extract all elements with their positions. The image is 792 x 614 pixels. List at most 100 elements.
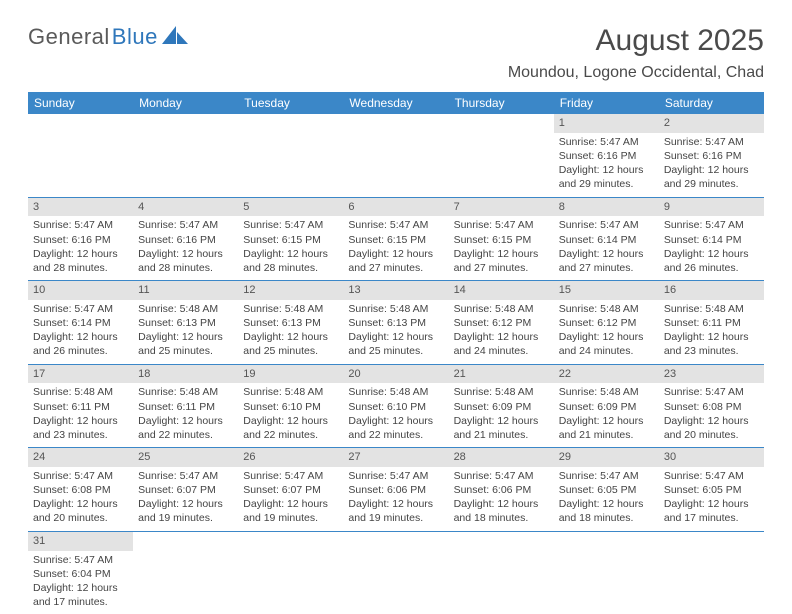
day-header: Wednesday xyxy=(343,92,448,114)
sunrise-text: Sunrise: 5:48 AM xyxy=(454,385,549,399)
day-body: Sunrise: 5:47 AMSunset: 6:05 PMDaylight:… xyxy=(659,467,764,531)
sunset-text: Sunset: 6:05 PM xyxy=(559,483,654,497)
sunrise-text: Sunrise: 5:47 AM xyxy=(664,385,759,399)
week-row: 10Sunrise: 5:47 AMSunset: 6:14 PMDayligh… xyxy=(28,281,764,365)
day-body: Sunrise: 5:47 AMSunset: 6:06 PMDaylight:… xyxy=(449,467,554,531)
day-number: 8 xyxy=(554,198,659,217)
day-cell: 6Sunrise: 5:47 AMSunset: 6:15 PMDaylight… xyxy=(343,197,448,281)
day-cell xyxy=(343,114,448,197)
day-number: 7 xyxy=(449,198,554,217)
sunset-text: Sunset: 6:08 PM xyxy=(33,483,128,497)
day-number: 11 xyxy=(133,281,238,300)
sunrise-text: Sunrise: 5:47 AM xyxy=(243,469,338,483)
day-body: Sunrise: 5:47 AMSunset: 6:15 PMDaylight:… xyxy=(343,216,448,280)
day-body: Sunrise: 5:48 AMSunset: 6:11 PMDaylight:… xyxy=(659,300,764,364)
day-number: 5 xyxy=(238,198,343,217)
sunrise-text: Sunrise: 5:47 AM xyxy=(664,135,759,149)
day-body xyxy=(449,536,554,584)
day-body xyxy=(554,536,659,584)
daylight-text: Daylight: 12 hours and 25 minutes. xyxy=(348,330,443,358)
day-body xyxy=(133,536,238,584)
day-cell xyxy=(28,114,133,197)
sunset-text: Sunset: 6:12 PM xyxy=(559,316,654,330)
daylight-text: Daylight: 12 hours and 18 minutes. xyxy=(454,497,549,525)
day-header: Tuesday xyxy=(238,92,343,114)
sunrise-text: Sunrise: 5:48 AM xyxy=(138,385,233,399)
day-header: Saturday xyxy=(659,92,764,114)
daylight-text: Daylight: 12 hours and 24 minutes. xyxy=(454,330,549,358)
sunrise-text: Sunrise: 5:48 AM xyxy=(559,385,654,399)
day-body: Sunrise: 5:48 AMSunset: 6:11 PMDaylight:… xyxy=(28,383,133,447)
day-number: 6 xyxy=(343,198,448,217)
day-body xyxy=(659,536,764,584)
day-cell: 27Sunrise: 5:47 AMSunset: 6:06 PMDayligh… xyxy=(343,448,448,532)
sunrise-text: Sunrise: 5:48 AM xyxy=(664,302,759,316)
daylight-text: Daylight: 12 hours and 23 minutes. xyxy=(664,330,759,358)
daylight-text: Daylight: 12 hours and 20 minutes. xyxy=(664,414,759,442)
sunset-text: Sunset: 6:06 PM xyxy=(348,483,443,497)
day-cell: 14Sunrise: 5:48 AMSunset: 6:12 PMDayligh… xyxy=(449,281,554,365)
day-number: 13 xyxy=(343,281,448,300)
sunrise-text: Sunrise: 5:47 AM xyxy=(348,218,443,232)
day-cell xyxy=(343,531,448,614)
daylight-text: Daylight: 12 hours and 25 minutes. xyxy=(138,330,233,358)
daylight-text: Daylight: 12 hours and 26 minutes. xyxy=(664,247,759,275)
sunrise-text: Sunrise: 5:47 AM xyxy=(454,469,549,483)
day-number: 27 xyxy=(343,448,448,467)
daylight-text: Daylight: 12 hours and 26 minutes. xyxy=(33,330,128,358)
day-cell: 9Sunrise: 5:47 AMSunset: 6:14 PMDaylight… xyxy=(659,197,764,281)
daylight-text: Daylight: 12 hours and 27 minutes. xyxy=(454,247,549,275)
day-number: 4 xyxy=(133,198,238,217)
day-body xyxy=(133,118,238,166)
daylight-text: Daylight: 12 hours and 22 minutes. xyxy=(138,414,233,442)
day-cell xyxy=(449,114,554,197)
day-cell: 3Sunrise: 5:47 AMSunset: 6:16 PMDaylight… xyxy=(28,197,133,281)
day-body: Sunrise: 5:48 AMSunset: 6:12 PMDaylight:… xyxy=(554,300,659,364)
daylight-text: Daylight: 12 hours and 17 minutes. xyxy=(33,581,128,609)
sunrise-text: Sunrise: 5:47 AM xyxy=(664,218,759,232)
sunset-text: Sunset: 6:13 PM xyxy=(348,316,443,330)
day-header: Sunday xyxy=(28,92,133,114)
day-cell: 19Sunrise: 5:48 AMSunset: 6:10 PMDayligh… xyxy=(238,364,343,448)
day-cell: 13Sunrise: 5:48 AMSunset: 6:13 PMDayligh… xyxy=(343,281,448,365)
daylight-text: Daylight: 12 hours and 22 minutes. xyxy=(243,414,338,442)
day-cell: 12Sunrise: 5:48 AMSunset: 6:13 PMDayligh… xyxy=(238,281,343,365)
day-cell xyxy=(449,531,554,614)
sunrise-text: Sunrise: 5:47 AM xyxy=(559,218,654,232)
sunset-text: Sunset: 6:15 PM xyxy=(348,233,443,247)
daylight-text: Daylight: 12 hours and 19 minutes. xyxy=(138,497,233,525)
day-number: 15 xyxy=(554,281,659,300)
day-body: Sunrise: 5:47 AMSunset: 6:16 PMDaylight:… xyxy=(659,133,764,197)
day-cell xyxy=(238,531,343,614)
daylight-text: Daylight: 12 hours and 28 minutes. xyxy=(138,247,233,275)
day-cell: 1Sunrise: 5:47 AMSunset: 6:16 PMDaylight… xyxy=(554,114,659,197)
day-cell xyxy=(133,531,238,614)
day-number: 3 xyxy=(28,198,133,217)
daylight-text: Daylight: 12 hours and 20 minutes. xyxy=(33,497,128,525)
day-cell: 15Sunrise: 5:48 AMSunset: 6:12 PMDayligh… xyxy=(554,281,659,365)
day-cell xyxy=(554,531,659,614)
day-number: 19 xyxy=(238,365,343,384)
day-body: Sunrise: 5:48 AMSunset: 6:11 PMDaylight:… xyxy=(133,383,238,447)
sunrise-text: Sunrise: 5:47 AM xyxy=(33,469,128,483)
day-cell: 25Sunrise: 5:47 AMSunset: 6:07 PMDayligh… xyxy=(133,448,238,532)
day-cell: 22Sunrise: 5:48 AMSunset: 6:09 PMDayligh… xyxy=(554,364,659,448)
day-cell: 23Sunrise: 5:47 AMSunset: 6:08 PMDayligh… xyxy=(659,364,764,448)
sunrise-text: Sunrise: 5:47 AM xyxy=(33,302,128,316)
day-header: Thursday xyxy=(449,92,554,114)
daylight-text: Daylight: 12 hours and 22 minutes. xyxy=(348,414,443,442)
page-title: August 2025 xyxy=(508,24,764,58)
logo: GeneralBlue xyxy=(28,24,188,50)
sunrise-text: Sunrise: 5:48 AM xyxy=(243,302,338,316)
day-body xyxy=(28,118,133,166)
logo-sail-icon xyxy=(162,24,188,50)
location-subtitle: Moundou, Logone Occidental, Chad xyxy=(508,64,764,82)
day-cell: 26Sunrise: 5:47 AMSunset: 6:07 PMDayligh… xyxy=(238,448,343,532)
week-row: 3Sunrise: 5:47 AMSunset: 6:16 PMDaylight… xyxy=(28,197,764,281)
sunset-text: Sunset: 6:15 PM xyxy=(243,233,338,247)
day-body: Sunrise: 5:47 AMSunset: 6:06 PMDaylight:… xyxy=(343,467,448,531)
sunset-text: Sunset: 6:07 PM xyxy=(243,483,338,497)
day-body: Sunrise: 5:47 AMSunset: 6:16 PMDaylight:… xyxy=(133,216,238,280)
day-body: Sunrise: 5:47 AMSunset: 6:14 PMDaylight:… xyxy=(28,300,133,364)
day-body: Sunrise: 5:47 AMSunset: 6:08 PMDaylight:… xyxy=(659,383,764,447)
